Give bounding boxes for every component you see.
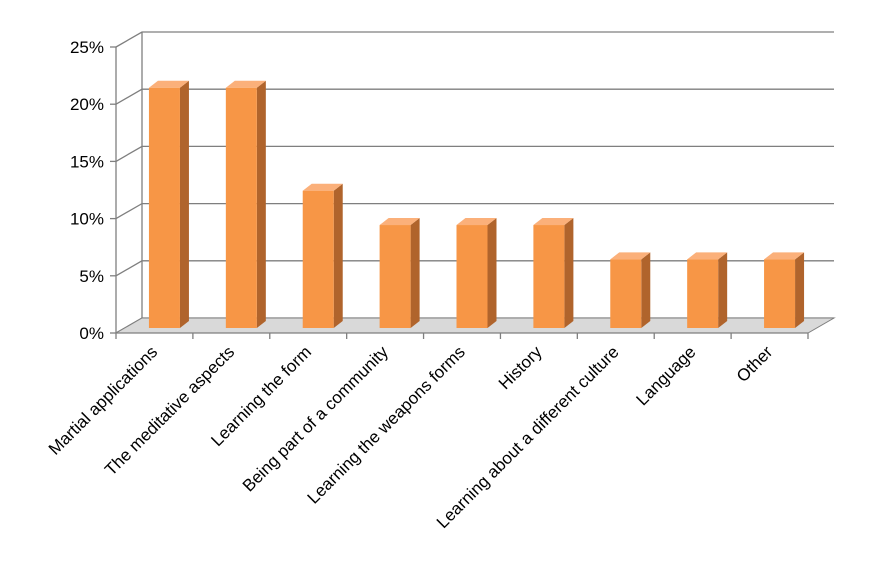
bar-side: [333, 183, 343, 328]
bar-front: [610, 259, 642, 328]
bar-side: [564, 218, 574, 328]
x-tick-label: Other: [733, 342, 777, 386]
bar-front: [687, 259, 719, 328]
bar-top: [764, 252, 805, 260]
gridline: [115, 145, 834, 162]
bar-side: [795, 252, 805, 328]
y-tick-label: 15%: [70, 152, 104, 171]
bar-top: [533, 218, 574, 226]
gridline: [115, 202, 834, 220]
bar-front: [379, 225, 411, 328]
bar: [302, 183, 343, 328]
bar-top: [687, 252, 728, 260]
gridline: [115, 260, 834, 277]
gridline: [115, 31, 834, 48]
y-tick-label: 0%: [79, 324, 104, 343]
x-tick-label: Learning the weapons forms: [304, 342, 469, 507]
chart-bars: [148, 80, 805, 328]
x-tick-label: History: [495, 342, 546, 393]
bar-top: [456, 218, 497, 226]
bar-front: [148, 87, 180, 328]
bar-side: [641, 252, 651, 328]
x-tick-label: The meditative aspects: [101, 342, 238, 479]
x-tick-label: Being part of a community: [239, 342, 392, 495]
bar-top: [302, 183, 343, 191]
bar: [533, 218, 574, 328]
bar-top: [225, 80, 266, 88]
bar-side: [718, 252, 728, 328]
bar: [764, 252, 805, 328]
bar-top: [148, 80, 189, 88]
gridline: [115, 88, 834, 105]
y-tick-label: 20%: [70, 95, 104, 114]
bar-front: [764, 259, 796, 328]
y-tick-label: 5%: [79, 267, 104, 286]
bar: [379, 218, 420, 328]
bar: [610, 252, 651, 328]
bar-front: [533, 225, 565, 328]
bar-front: [302, 190, 334, 328]
x-tick-label: Language: [633, 342, 700, 409]
bar-front: [456, 225, 488, 328]
bar-side: [256, 80, 266, 328]
bar: [456, 218, 497, 328]
bar: [687, 252, 728, 328]
bar-side: [410, 218, 420, 328]
bar-top: [379, 218, 420, 226]
y-tick-label: 10%: [70, 210, 104, 229]
bar-side: [179, 80, 189, 328]
y-tick-label: 25%: [70, 38, 104, 57]
y-axis-tick-labels: 0% 5% 10% 15% 20% 25%: [70, 38, 104, 343]
bar-side: [487, 218, 497, 328]
bar-top: [610, 252, 651, 260]
chart-axes: [110, 46, 809, 339]
bar: [225, 80, 266, 328]
bar-front: [225, 87, 257, 328]
bar: [148, 80, 189, 328]
